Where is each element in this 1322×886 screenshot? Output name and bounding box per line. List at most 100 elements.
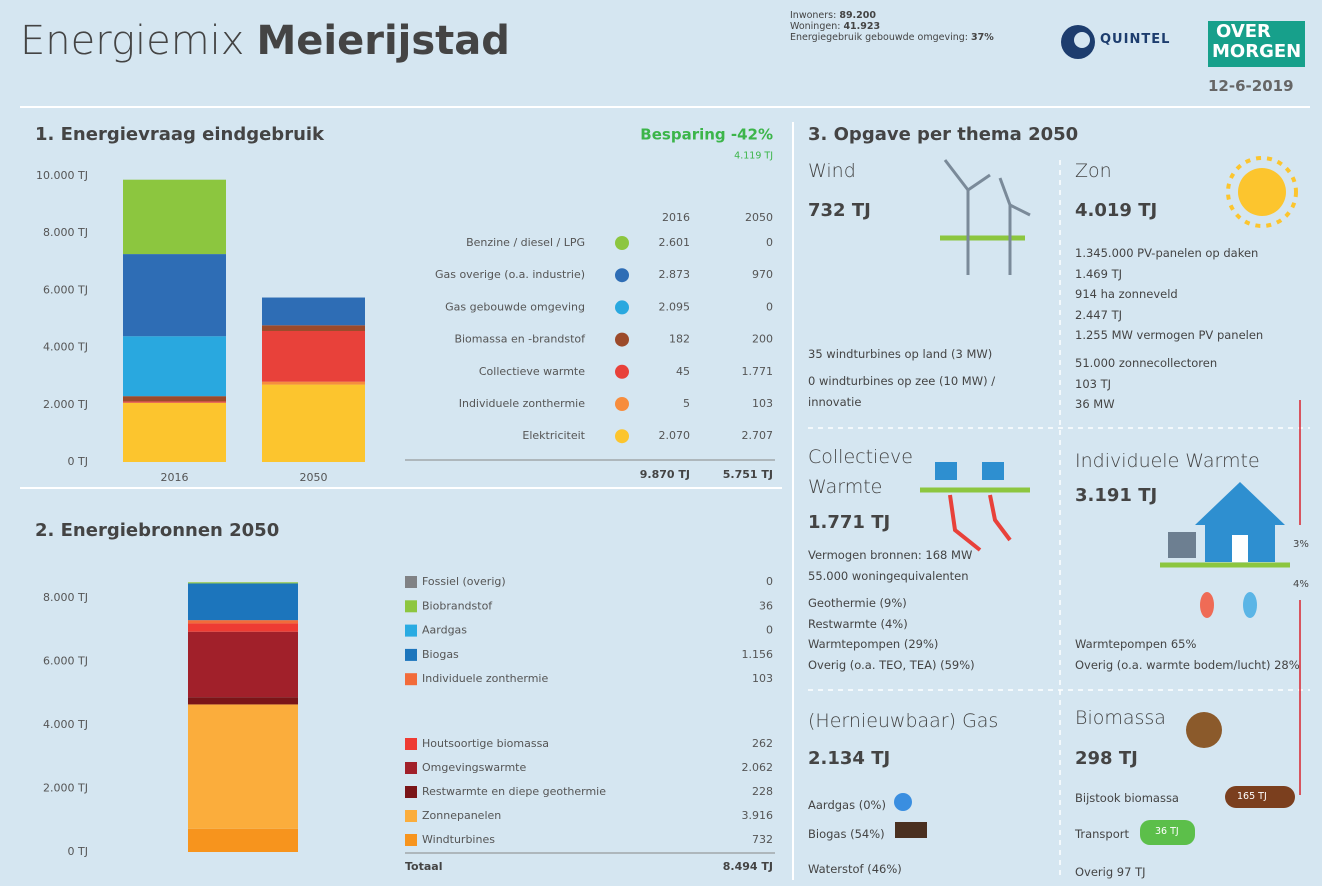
legend-value: 228 [752,785,773,798]
theme-line: Warmtepompen 65% [1075,637,1197,651]
theme-line: Restwarmte (4%) [808,616,908,631]
theme-line: Vermogen bronnen: 168 MW [808,548,973,562]
info-value: 41.923 [843,21,881,32]
theme-line: 103 TJ [1075,376,1112,391]
legend-value: 103 [752,672,773,685]
legend-value: 2.062 [742,761,774,774]
title-light: Energiemix [20,18,245,64]
title-bold: Meierijstad [256,18,510,64]
bar-segment [123,401,226,403]
legend-swatch [405,762,417,774]
total-label: 5.751 TJ [723,468,773,481]
row-label: Individuele zonthermie [459,397,585,410]
legend-value: 732 [752,833,773,846]
info-label: Energiegebruik gebouwde omgeving: [790,32,968,43]
legend-value: 36 [759,599,773,612]
theme-amount: 3.191 TJ [1075,485,1158,506]
row-label: Biomassa en -brandstof [454,333,586,346]
theme-amount: 2.134 TJ [808,748,891,769]
bar-segment [262,325,365,331]
bar-segment [123,254,226,337]
bar-segment [262,330,365,382]
legend-swatch [405,648,417,661]
row-value: 45 [676,365,690,378]
legend-swatch [405,810,417,822]
theme-title: Wind [808,160,856,182]
theme-line: 1.345.000 PV-panelen op daken [1075,246,1259,260]
cow-icon [895,822,927,838]
badge [1140,820,1195,845]
flame-icon [894,793,912,811]
y-tick-label: 0 TJ [68,845,88,858]
theme-amount: 732 TJ [808,200,871,221]
bar-segment [188,582,298,584]
wood-icon [1186,712,1222,748]
theme-line: Warmtepompen (29%) [808,637,939,651]
theme-amount: 4.019 TJ [1075,200,1158,221]
row-value: 2.070 [659,429,691,442]
legend-swatch [405,786,417,798]
theme-line: Waterstof (46%) [808,862,902,876]
logo-box [1208,21,1305,67]
total-label: 9.870 TJ [640,468,690,481]
bar-segment [188,620,298,624]
legend-value: 3.916 [742,809,774,822]
logo-text: QUINTEL [1100,32,1171,47]
theme-line: Overig (o.a. TEO, TEA) (59%) [808,657,975,672]
legend-value: 0 [766,624,773,637]
bar-segment [188,631,298,698]
row-icon [615,397,629,411]
logo-text: OVER [1216,21,1271,42]
theme-line: Bijstook biomassa [1075,791,1179,805]
share-label: 3% [1293,539,1309,550]
row-label: Elektriciteit [522,429,585,442]
theme-line: Overig (o.a. warmte bodem/lucht) 28% [1075,657,1300,672]
legend-swatch [405,576,417,588]
sun-icon [1226,156,1298,228]
column-header: 2050 [745,211,773,224]
theme-line: 1.469 TJ [1075,266,1122,281]
legend-swatch [405,834,417,846]
total-label: 8.494 TJ [723,860,773,873]
row-label: Gas gebouwde omgeving [445,300,585,313]
row-value: 182 [669,333,690,346]
y-tick-label: 8.000 TJ [43,591,88,604]
row-value: 2.601 [659,236,691,249]
column-header: 2016 [662,211,690,224]
bar-segment [123,179,226,255]
legend-label: Biogas [422,648,459,661]
legend-label: Fossiel (overig) [422,575,506,588]
info-line: Woningen: 41.923 [790,21,880,32]
y-tick-label: 4.000 TJ [43,341,88,354]
bar-segment [123,402,226,462]
info-value: 89.200 [839,10,876,21]
row-label: Benzine / diesel / LPG [466,236,585,249]
total-name: Totaal [405,860,442,873]
row-icon [615,364,629,379]
legend-swatch [405,738,417,750]
theme-amount: 1.771 TJ [808,512,891,533]
theme-title: Collectieve Warmte [808,446,913,498]
bar-segment [188,828,298,852]
bar-segment [188,704,298,829]
y-tick-label: 8.000 TJ [43,226,88,239]
row-label: Collectieve warmte [479,365,585,378]
theme-line: Aardgas (0%) [808,798,886,812]
theme-line: 55.000 woningequivalenten [808,568,969,583]
legend-label: Houtsoortige biomassa [422,737,549,750]
info-label: Inwoners: [790,10,837,21]
row-value: 103 [752,397,773,410]
info-value: 37% [970,32,994,43]
badge-label: 36 TJ [1155,826,1179,837]
logo-icon [1074,32,1090,48]
section-title: 2. Energiebronnen 2050 [35,520,280,541]
x-tick-label: 2050 [300,471,328,484]
legend-swatch [405,624,417,637]
bar-segment [123,336,226,397]
logo-text: MORGEN [1212,41,1302,62]
row-value: 1.771 [742,365,774,378]
row-icon [615,429,629,444]
theme-line: 0 windturbines op zee (10 MW) / innovati… [808,374,996,409]
legend-label: Zonnepanelen [422,809,501,822]
